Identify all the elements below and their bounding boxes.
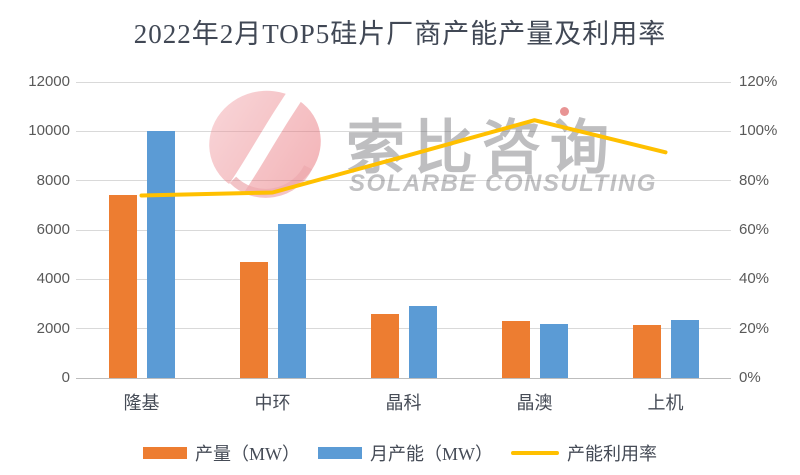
left-axis-tick: 4000 [36,270,70,288]
right-axis-tick: 20% [739,319,770,337]
capacity-bar-晶澳 [539,323,568,378]
right-axis-tick: 120% [739,73,778,90]
right-axis-tick: 100% [739,122,778,140]
production-bar-上机 [632,324,661,378]
left-axis-tick: 2000 [36,319,70,337]
production-bar-晶澳 [501,321,530,378]
right-axis-tick: 80% [739,171,770,189]
legend-item-capacity: 月产能（MW） [318,440,493,466]
legend-item-utilization: 产能利用率 [511,440,657,466]
chart-title: 2022年2月TOP5硅片厂商产能产量及利用率 [133,19,667,49]
utilization-line [139,118,668,198]
gridline [76,377,731,379]
utilization-swatch [511,451,559,455]
category-label-上机: 上机 [647,393,684,413]
capacity-bar-上机 [670,320,699,378]
category-label-隆基: 隆基 [123,393,160,413]
gridline [76,130,731,132]
right-axis-tick: 60% [739,221,770,238]
category-label-晶科: 晶科 [385,393,422,413]
legend-label-capacity: 月产能（MW） [370,444,493,464]
category-label-中环: 中环 [254,393,291,413]
right-axis-tick: 0% [739,369,761,386]
production-bar-隆基 [108,195,137,378]
left-axis-tick: 12000 [28,73,70,90]
gridline [76,180,731,182]
capacity-swatch [318,447,362,459]
capacity-bar-隆基 [146,131,175,378]
gridline [76,278,731,280]
left-axis-tick: 0 [61,369,70,386]
capacity-bar-中环 [277,223,306,378]
capacity-bar-晶科 [408,306,437,378]
legend-label-production: 产量（MW） [195,444,300,464]
gridline [76,328,731,330]
left-axis-tick: 8000 [36,171,70,189]
left-axis-tick: 10000 [28,122,70,140]
legend: 产量（MW） 月产能（MW） 产能利用率 [0,440,800,466]
gridline [76,81,731,83]
legend-label-utilization: 产能利用率 [567,444,657,464]
production-bar-晶科 [370,313,399,378]
left-axis-tick: 6000 [36,221,70,238]
production-swatch [143,447,187,459]
legend-item-production: 产量（MW） [143,440,300,466]
right-axis-tick: 40% [739,270,770,288]
production-bar-中环 [239,262,268,378]
category-label-晶澳: 晶澳 [516,393,553,413]
gridline [76,229,731,231]
